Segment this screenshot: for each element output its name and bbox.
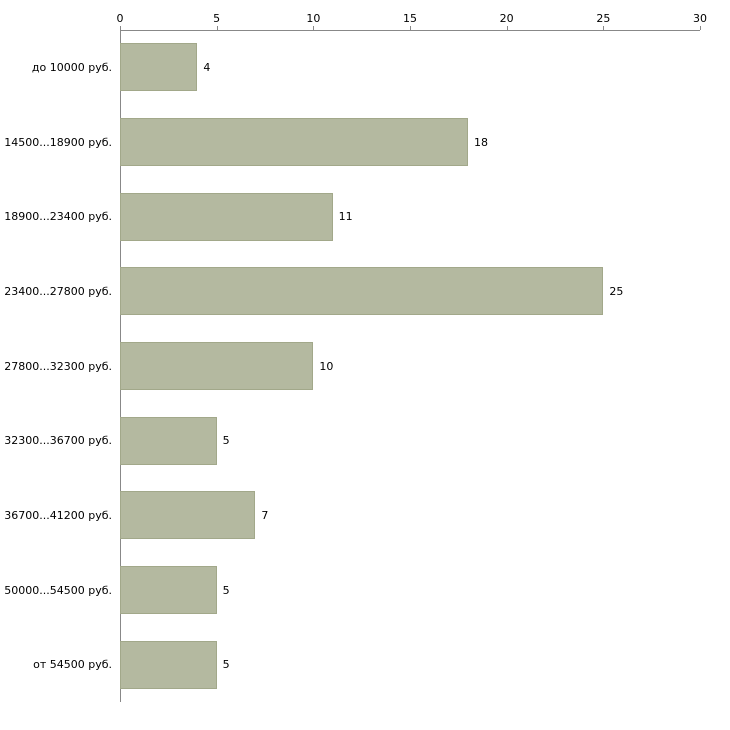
x-tick-mark (603, 26, 605, 30)
bar-row: 27800...32300 руб. 10 (0, 329, 700, 404)
x-tick-mark (120, 26, 121, 30)
bar-area: 7 (120, 491, 700, 540)
bar-area: 5 (120, 566, 700, 615)
bar-row: до 10000 руб. 4 (0, 30, 700, 105)
x-tick-label: 15 (403, 12, 417, 25)
x-tick-label: 5 (213, 12, 221, 25)
category-label: 23400...27800 руб. (4, 284, 112, 298)
bar (120, 342, 314, 391)
x-tick-mark (313, 26, 315, 30)
value-label: 25 (609, 284, 624, 298)
x-tick-label: 30 (693, 12, 707, 25)
value-label: 18 (474, 135, 488, 149)
x-tick-mark (506, 26, 508, 30)
bar-area: 11 (120, 192, 700, 241)
bar-row: от 54500 руб. 5 (0, 627, 700, 702)
value-label: 5 (222, 658, 230, 672)
bar-rows: до 10000 руб. 4 14500...18900 руб. 18 18900.… (0, 30, 700, 702)
bar (120, 566, 217, 615)
bar-area: 4 (120, 43, 700, 92)
bar-row: 14500...18900 руб. 18 (0, 105, 700, 180)
bar (120, 640, 217, 689)
value-label: 11 (338, 210, 353, 224)
category-label: 36700...41200 руб. (4, 508, 112, 522)
x-tick-label: 0 (116, 12, 124, 25)
bar-row: 32300...36700 руб. 5 (0, 403, 700, 478)
category-label: от 54500 руб. (33, 658, 112, 672)
x-tick-label: 20 (499, 12, 514, 25)
bar-area: 25 (120, 267, 700, 316)
x-axis-line (120, 30, 700, 31)
bar-row: 50000...54500 руб. 5 (0, 553, 700, 628)
category-label: 32300...36700 руб. (4, 434, 112, 448)
bar (120, 192, 333, 241)
category-label: 18900...23400 руб. (4, 210, 112, 224)
bar-row: 36700...41200 руб. 7 (0, 478, 700, 553)
bar (120, 267, 604, 316)
x-tick-mark (700, 26, 701, 30)
bar-area: 5 (120, 640, 700, 689)
bar (120, 118, 468, 166)
x-tick-mark (216, 26, 218, 30)
bar-row: 23400...27800 руб. 25 (0, 254, 700, 329)
value-label: 5 (222, 434, 230, 448)
bar (120, 43, 198, 92)
bar (120, 416, 217, 465)
category-label: до 10000 руб. (31, 60, 112, 74)
value-label: 10 (319, 359, 334, 373)
value-label: 7 (261, 508, 269, 522)
x-tick-label: 25 (596, 12, 611, 25)
bar-area: 5 (120, 416, 700, 465)
category-label: 14500...18900 руб. (4, 135, 112, 149)
bar-area: 18 (120, 118, 700, 166)
value-label: 5 (222, 583, 230, 597)
bar (120, 491, 256, 540)
x-tick-label: 10 (306, 12, 321, 25)
category-label: 50000...54500 руб. (4, 583, 112, 597)
category-label: 27800...32300 руб. (4, 359, 112, 373)
bar-row: 18900...23400 руб. 11 (0, 179, 700, 254)
x-tick-mark (410, 26, 411, 30)
value-label: 4 (203, 60, 211, 74)
bar-area: 10 (120, 342, 700, 391)
